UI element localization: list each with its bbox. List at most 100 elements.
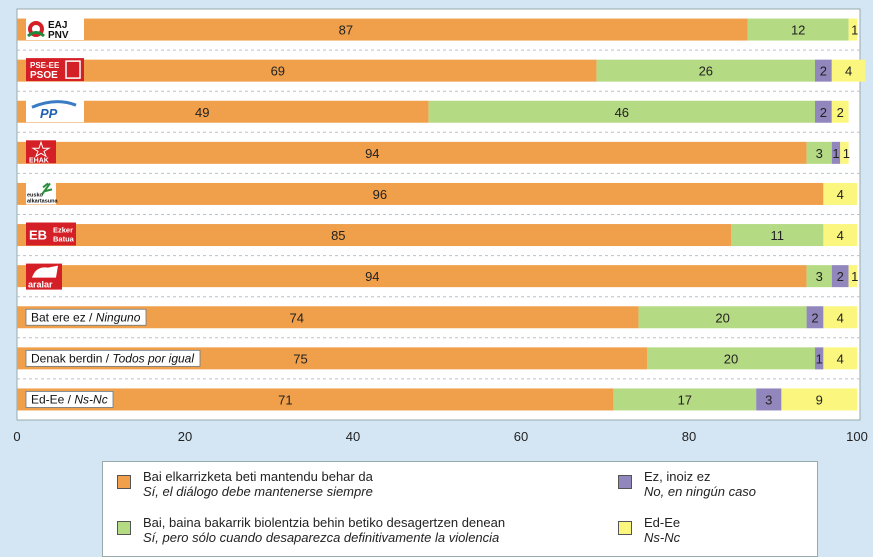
logo-eb-mark: EB <box>29 228 47 243</box>
bar-value-label: 4 <box>837 187 844 202</box>
bar-segment <box>596 59 815 82</box>
grid-lines <box>17 49 860 380</box>
legend-swatch-orange <box>117 475 131 489</box>
row-label: EHAK <box>26 140 56 164</box>
bar-segment <box>806 141 832 164</box>
segment-labels: 87 12 169 26 2 449 46 2 294 3 1 196 485 11 494 3 2 174 20 2… <box>195 23 858 408</box>
row-label-text: Denak berdin / Todos por igual <box>31 351 194 365</box>
stacked-bar-chart: 87 12 169 26 2 449 46 2 294 3 1 196 485 11 494 3 2 174 20 2… <box>13 8 868 444</box>
row-label: Bat ere ez / Ninguno <box>25 308 147 326</box>
bar-segment <box>613 388 757 411</box>
bar-value-label: 4 <box>837 310 844 325</box>
bar-segment <box>17 100 429 123</box>
legend-item-when-violence-ends: Bai, baina bakarrik biolentzia behin bet… <box>117 515 505 545</box>
bar-segment <box>823 347 857 370</box>
bar-segment <box>823 224 857 247</box>
bar-segment <box>831 141 841 164</box>
logo-text: PSOE <box>30 70 58 81</box>
bar-value-label: 49 <box>195 105 209 120</box>
bar-segment <box>747 18 849 41</box>
bar-value-label: 3 <box>765 392 772 407</box>
row-label-text: Ed-Ee / Ns-Nc <box>31 392 108 406</box>
legend-label-eu: Ez, inoiz ez <box>644 469 711 484</box>
bar-value-label: 20 <box>724 351 738 366</box>
legend-swatch-yellow <box>618 521 632 535</box>
bar-value-label: 94 <box>365 146 379 161</box>
star-icon <box>31 140 51 158</box>
bar-value-label: 75 <box>293 351 307 366</box>
row-label: Ed-Ee / Ns-Nc <box>25 391 114 408</box>
logo-text: PSE-EE <box>30 61 60 70</box>
bars <box>17 18 866 411</box>
legend-item-dont-know: Ed-Ee Ns-Nc <box>618 515 680 545</box>
bar-value-label: 1 <box>832 146 839 161</box>
bar-segment <box>806 306 824 329</box>
bar-value-label: 94 <box>365 269 379 284</box>
x-tick-label: 40 <box>346 429 360 444</box>
bar-value-label: 20 <box>715 310 729 325</box>
logo-green-leaf <box>27 31 45 38</box>
logo-text: PP <box>40 106 58 121</box>
bar-segment <box>831 59 866 82</box>
bar-value-label: 69 <box>271 64 285 79</box>
bar-value-label: 1 <box>851 269 858 284</box>
bar-segment <box>17 59 597 82</box>
row-label: aralar <box>26 263 62 290</box>
bar-value-label: 85 <box>331 228 345 243</box>
bar-value-label: 3 <box>816 146 823 161</box>
bar-value-label: 2 <box>811 310 818 325</box>
bar-value-label: 1 <box>843 146 850 161</box>
row-label: PP <box>26 99 84 123</box>
legend-item-never: Ez, inoiz ez No, en ningún caso <box>618 469 756 499</box>
bar-value-label: 1 <box>851 23 858 38</box>
x-tick-label: 80 <box>682 429 696 444</box>
bar-value-label: 2 <box>820 105 827 120</box>
logo-background <box>26 140 56 164</box>
logo-text: alkartasuna <box>27 198 59 204</box>
bar-segment <box>17 224 731 247</box>
legend-label-eu: Bai, baina bakarrik biolentzia behin bet… <box>143 515 506 530</box>
legend-item-always-dialogue: Bai elkarrizketa beti mantendu behar da … <box>117 469 373 499</box>
bar-segment <box>428 100 815 123</box>
legend-label-es: Ns-Nc <box>644 530 681 545</box>
x-tick-label: 20 <box>178 429 192 444</box>
bar-value-label: 26 <box>699 64 713 79</box>
bar-segment <box>848 265 857 288</box>
x-tick-label: 0 <box>13 429 20 444</box>
bar-segment <box>840 141 849 164</box>
logo-leaf-icon <box>41 182 53 195</box>
row-label-text: Bat ere ez / Ninguno <box>31 310 141 324</box>
bar-segment <box>638 306 807 329</box>
logo-text: eusko <box>27 192 44 198</box>
bar-value-label: 96 <box>373 187 387 202</box>
x-tick-label: 100 <box>846 429 868 444</box>
legend-label-es: No, en ningún caso <box>644 484 757 499</box>
bar-value-label: 1 <box>816 351 823 366</box>
bar-value-label: 11 <box>770 228 784 243</box>
legend-label-es: Sí, el diálogo debe mantenerse siempre <box>143 484 373 499</box>
bar-segment <box>756 388 782 411</box>
bar-segment <box>17 388 614 411</box>
logo-text: EHAK <box>29 157 49 164</box>
bar-segment <box>731 224 824 247</box>
logo-text: Ezker <box>53 226 73 235</box>
legend-label-es: Sí, pero sólo cuando desaparezca definit… <box>143 530 500 545</box>
bar-value-label: 3 <box>816 269 823 284</box>
bar-value-label: 2 <box>820 64 827 79</box>
bar-segment <box>823 306 857 329</box>
bar-segment <box>17 306 639 329</box>
bar-segment <box>647 347 815 370</box>
logo-background <box>26 222 76 246</box>
logo-text: EAJ <box>48 20 67 31</box>
logo-inner-circle <box>32 25 40 33</box>
bar-value-label: 2 <box>837 269 844 284</box>
bar-value-label: 71 <box>278 392 292 407</box>
x-tick-label: 60 <box>514 429 528 444</box>
bar-value-label: 17 <box>678 392 692 407</box>
bar-value-label: 4 <box>837 351 844 366</box>
bar-segment <box>806 265 832 288</box>
